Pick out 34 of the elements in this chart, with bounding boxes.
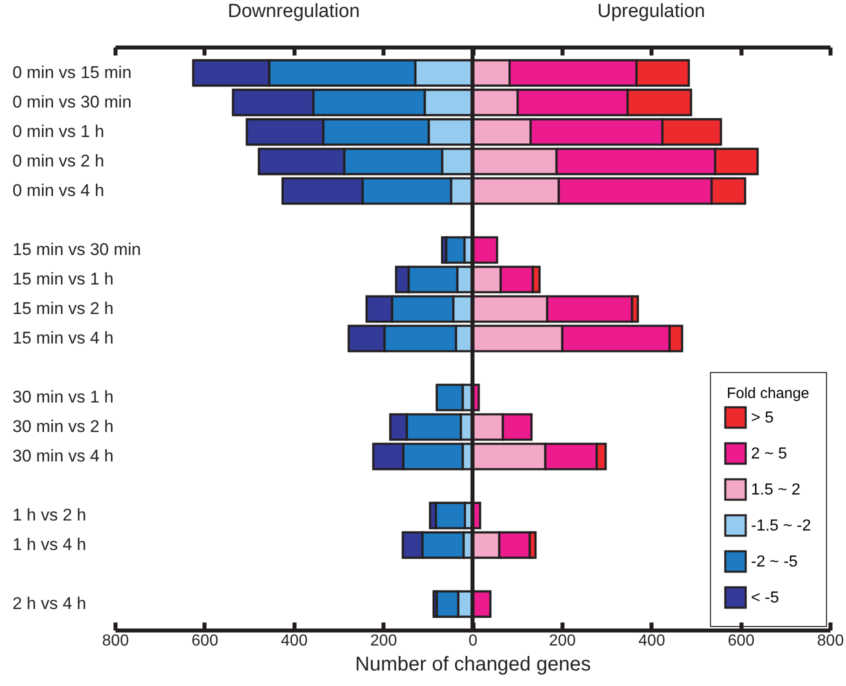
x-tick-label: 400 [638, 632, 666, 650]
legend-label: -1.5 ~ -2 [751, 518, 812, 534]
x-tick-label: 600 [192, 632, 218, 650]
y-tick-label: 2 h vs 4 h [12, 594, 86, 614]
y-tick-label: 0 min vs 30 min [12, 92, 132, 112]
x-tick-label: 600 [728, 632, 755, 650]
y-tick-label: 30 min vs 4 h [12, 446, 114, 466]
legend-label: 1.5 ~ 2 [751, 482, 800, 498]
y-tick-label: 15 min vs 2 h [12, 298, 114, 318]
y-tick-label: 0 min vs 4 h [12, 180, 104, 200]
x-tick-label: 200 [370, 632, 398, 650]
y-tick-label: 30 min vs 2 h [12, 417, 114, 436]
y-tick-label: 1 h vs 2 h [12, 506, 86, 525]
legend-label: 2 ~ 5 [751, 446, 788, 462]
text: Upregulation [597, 1, 706, 22]
x-tick-label: 400 [280, 632, 308, 650]
y-tick-label: 15 min vs 4 h [12, 328, 114, 348]
x-axis-title: Number of changed genes [355, 654, 591, 676]
y-tick-label: 30 min vs 1 h [12, 388, 114, 407]
x-tick-label: 800 [817, 632, 844, 650]
text: Downregulation [228, 1, 360, 22]
legend-title: Fold change [726, 385, 810, 402]
x-tick-label: 0 [468, 632, 478, 650]
y-tick-label: 15 min vs 1 h [12, 269, 114, 288]
y-tick-label: 15 min vs 30 min [12, 240, 141, 259]
y-tick-label: 0 min vs 2 h [12, 151, 104, 170]
x-tick-label: 800 [102, 632, 129, 650]
x-tick-label: 200 [549, 632, 576, 650]
legend-label: -2 ~ -5 [751, 554, 798, 570]
legend-label: > 5 [751, 410, 774, 426]
y-tick-label: 0 min vs 1 h [12, 122, 104, 141]
y-tick-label: 0 min vs 15 min [12, 62, 132, 82]
legend-label: < -5 [751, 590, 780, 606]
y-tick-label: 1 h vs 4 h [12, 535, 86, 554]
